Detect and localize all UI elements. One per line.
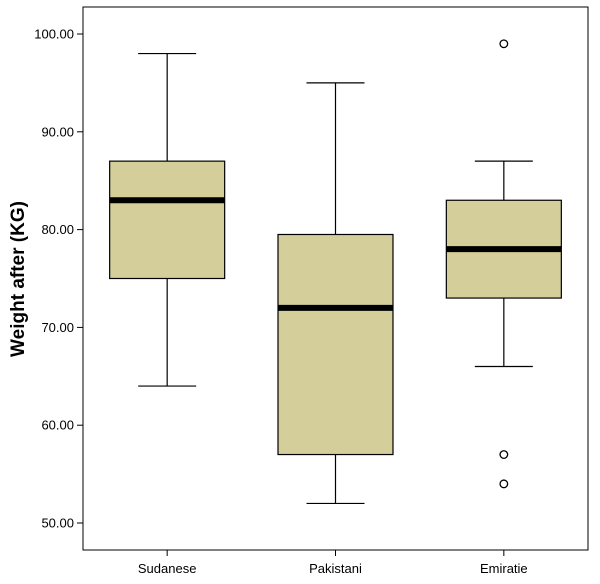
x-axis: Sudanese Pakistani Emiratie	[138, 550, 528, 576]
outlier-point	[499, 479, 509, 489]
outlier-point	[499, 450, 509, 459]
iqr-box	[109, 160, 226, 280]
box-series	[109, 39, 562, 505]
y-tick-label: 80.00	[41, 222, 74, 237]
y-tick-label: 60.00	[41, 418, 74, 433]
outlier-point	[499, 39, 509, 49]
y-tick-label: 70.00	[41, 320, 74, 335]
y-tick-label: 90.00	[41, 124, 74, 139]
box-emiratie	[445, 39, 562, 489]
iqr-box	[277, 233, 394, 456]
x-tick-label: Emiratie	[480, 561, 528, 576]
y-tick-label: 100.00	[34, 27, 74, 42]
x-tick-label: Pakistani	[309, 561, 362, 576]
x-tick-label: Sudanese	[138, 561, 197, 576]
y-tick-label: 50.00	[41, 516, 74, 531]
y-axis-title: Weight after (KG)	[8, 201, 29, 357]
box-pakistani	[277, 82, 394, 505]
y-axis: 50.00 60.00 70.00 80.00 90.00 100.00	[34, 27, 83, 531]
box-sudanese	[109, 52, 226, 387]
